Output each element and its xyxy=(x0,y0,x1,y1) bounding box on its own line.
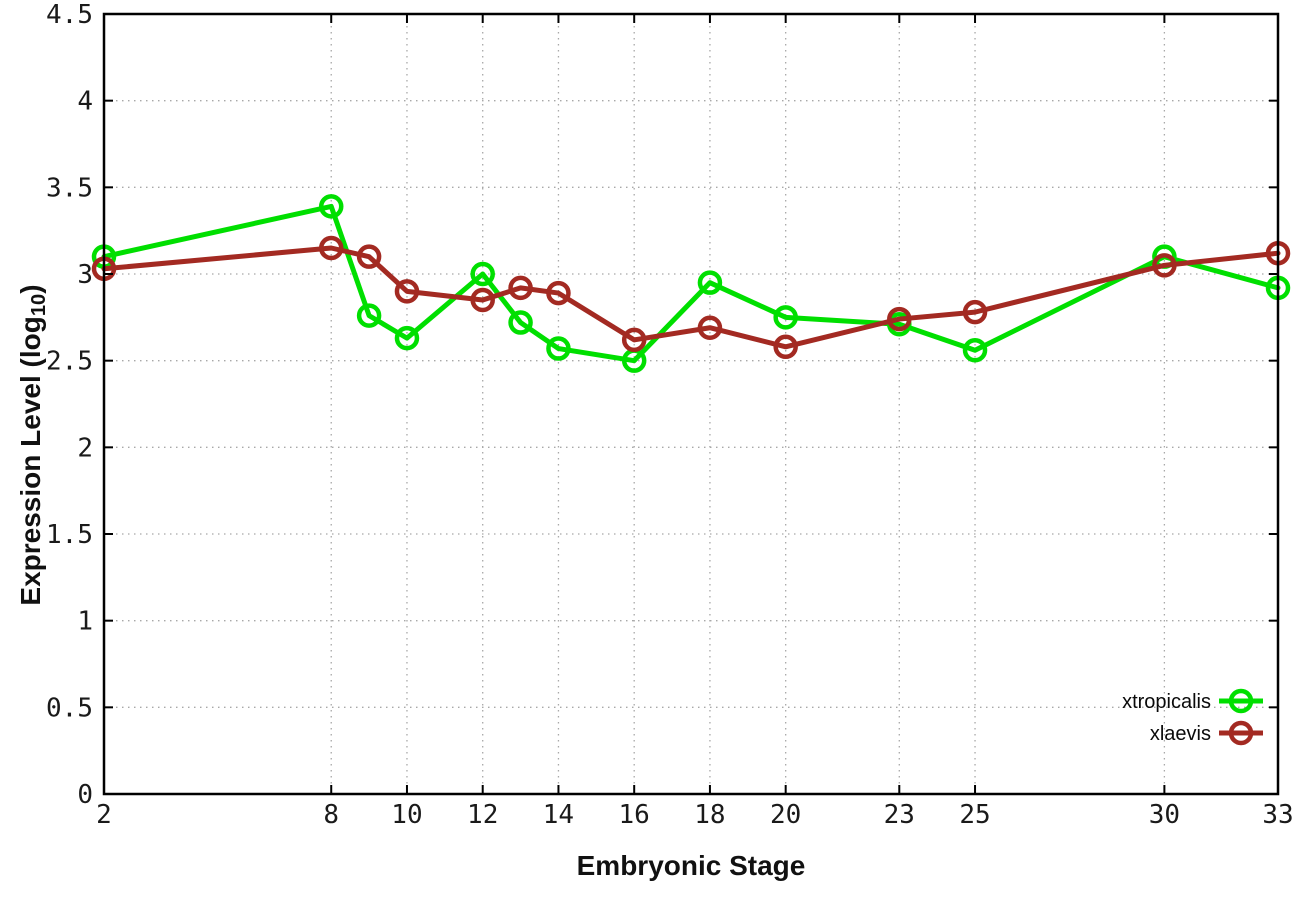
data-point-xtropicalis xyxy=(546,336,571,361)
y-tick-label: 0.5 xyxy=(46,693,93,723)
x-tick-label: 30 xyxy=(1149,800,1180,830)
y-tick-label: 1 xyxy=(77,607,93,637)
data-point-xtropicalis xyxy=(962,338,988,363)
legend-marker-xlaevis xyxy=(1228,720,1254,746)
y-axis-title: Expression Level (log10) xyxy=(15,284,51,605)
data-point-xlaevis xyxy=(697,315,723,340)
y-tick-label: 4.5 xyxy=(46,0,93,30)
data-point-xlaevis xyxy=(546,280,571,306)
data-point-xtropicalis xyxy=(394,325,420,351)
data-point-xlaevis xyxy=(887,306,912,332)
data-point-xlaevis xyxy=(318,235,344,261)
x-tick-label: 10 xyxy=(391,800,422,830)
data-point-xlaevis xyxy=(356,244,382,269)
tick-labels: 2 8 10 12 14 16 18 20 23 25 30 33 0 0.5 1 1.5 2 2.5 3 3.5 4 4… xyxy=(46,0,1294,830)
data-series xyxy=(91,194,1291,373)
data-point-xtropicalis xyxy=(508,310,533,335)
y-tick-label: 3.5 xyxy=(46,173,93,203)
data-point-xtropicalis xyxy=(356,303,382,328)
data-point-xlaevis xyxy=(621,327,647,353)
y-tick-label: 2 xyxy=(77,433,93,463)
data-point-xtropicalis xyxy=(697,270,723,295)
data-point-xlaevis xyxy=(1152,253,1177,278)
data-point-xlaevis xyxy=(470,287,495,313)
x-tick-label: 23 xyxy=(884,800,915,830)
y-tick-label: 4 xyxy=(77,87,93,117)
x-tick-label: 20 xyxy=(770,800,801,830)
x-tick-label: 25 xyxy=(959,800,990,830)
x-tick-label: 12 xyxy=(467,800,498,830)
x-tick-label: 33 xyxy=(1262,800,1293,830)
y-axis-title-close: ) xyxy=(14,284,46,294)
y-axis-title-main: Expression Level (log xyxy=(14,316,46,606)
legend: xtropicalis xlaevis xyxy=(1122,688,1263,746)
x-tick-label: 8 xyxy=(323,800,339,830)
data-point-xtropicalis xyxy=(773,305,798,330)
y-tick-label: 0 xyxy=(77,780,93,810)
x-axis-title: Embryonic Stage xyxy=(576,850,806,881)
legend-label-xlaevis: xlaevis xyxy=(1150,723,1211,745)
axis-ticks xyxy=(103,13,1279,795)
data-point-xlaevis xyxy=(508,275,533,301)
legend-marker-xtropicalis xyxy=(1228,688,1254,714)
y-tick-label: 3 xyxy=(77,260,93,290)
x-tick-label: 14 xyxy=(543,800,574,830)
y-tick-label: 2.5 xyxy=(46,347,93,377)
y-tick-label: 1.5 xyxy=(46,520,93,550)
data-point-xlaevis xyxy=(394,279,420,304)
x-tick-label: 18 xyxy=(694,800,725,830)
y-axis-title-subscript: 10 xyxy=(28,293,51,317)
x-tick-label: 16 xyxy=(619,800,650,830)
data-point-xlaevis xyxy=(962,299,988,325)
data-point-xtropicalis xyxy=(318,194,344,219)
gridlines xyxy=(104,14,1278,794)
data-point-xtropicalis xyxy=(470,261,495,287)
series-line-xlaevis xyxy=(101,245,1281,350)
plot-border xyxy=(102,12,1280,796)
series-line-xtropicalis xyxy=(101,203,1281,364)
x-tick-label: 2 xyxy=(96,800,112,830)
data-point-xlaevis xyxy=(773,334,798,360)
legend-label-xtropicalis: xtropicalis xyxy=(1122,691,1211,713)
